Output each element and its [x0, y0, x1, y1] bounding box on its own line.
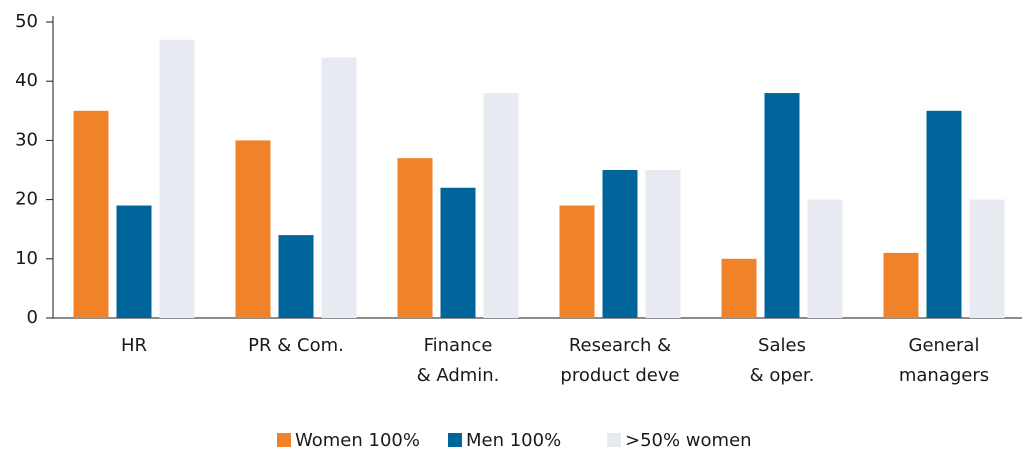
y-tick-label: 50: [15, 11, 38, 32]
x-tick-label: Finance & Admin.: [417, 335, 500, 386]
bar: [483, 93, 519, 318]
y-tick-label: 30: [15, 129, 38, 150]
bar: [235, 140, 271, 318]
legend-swatch: [448, 433, 462, 447]
x-tick-label: PR & Com.: [248, 335, 344, 356]
y-tick-label: 0: [27, 307, 38, 328]
bar: [883, 252, 919, 318]
bar: [159, 39, 195, 318]
x-tick-label: HR: [121, 335, 147, 356]
bar: [278, 235, 314, 318]
bar: [440, 187, 476, 318]
bar: [645, 170, 681, 318]
bar: [969, 199, 1005, 318]
bar: [321, 57, 357, 319]
x-tick-label: General managers: [899, 335, 989, 386]
legend-swatch: [607, 433, 621, 447]
legend-swatch: [277, 433, 291, 447]
bar: [926, 110, 962, 318]
bar: [721, 258, 757, 318]
bar: [116, 205, 152, 318]
bar: [764, 93, 800, 318]
y-tick-label: 20: [15, 189, 38, 210]
bar: [397, 158, 433, 318]
bar: [73, 110, 109, 318]
x-tick-label: Research & product deve: [560, 335, 679, 386]
x-tick-label: Sales & oper.: [750, 335, 815, 386]
bar: [602, 170, 638, 318]
legend-label: Men 100%: [466, 430, 561, 451]
y-tick-label: 40: [15, 70, 38, 91]
bar: [559, 205, 595, 318]
legend-label: >50% women: [625, 430, 752, 451]
bar: [807, 199, 843, 318]
legend-label: Women 100%: [295, 430, 420, 451]
y-tick-label: 10: [15, 248, 38, 269]
